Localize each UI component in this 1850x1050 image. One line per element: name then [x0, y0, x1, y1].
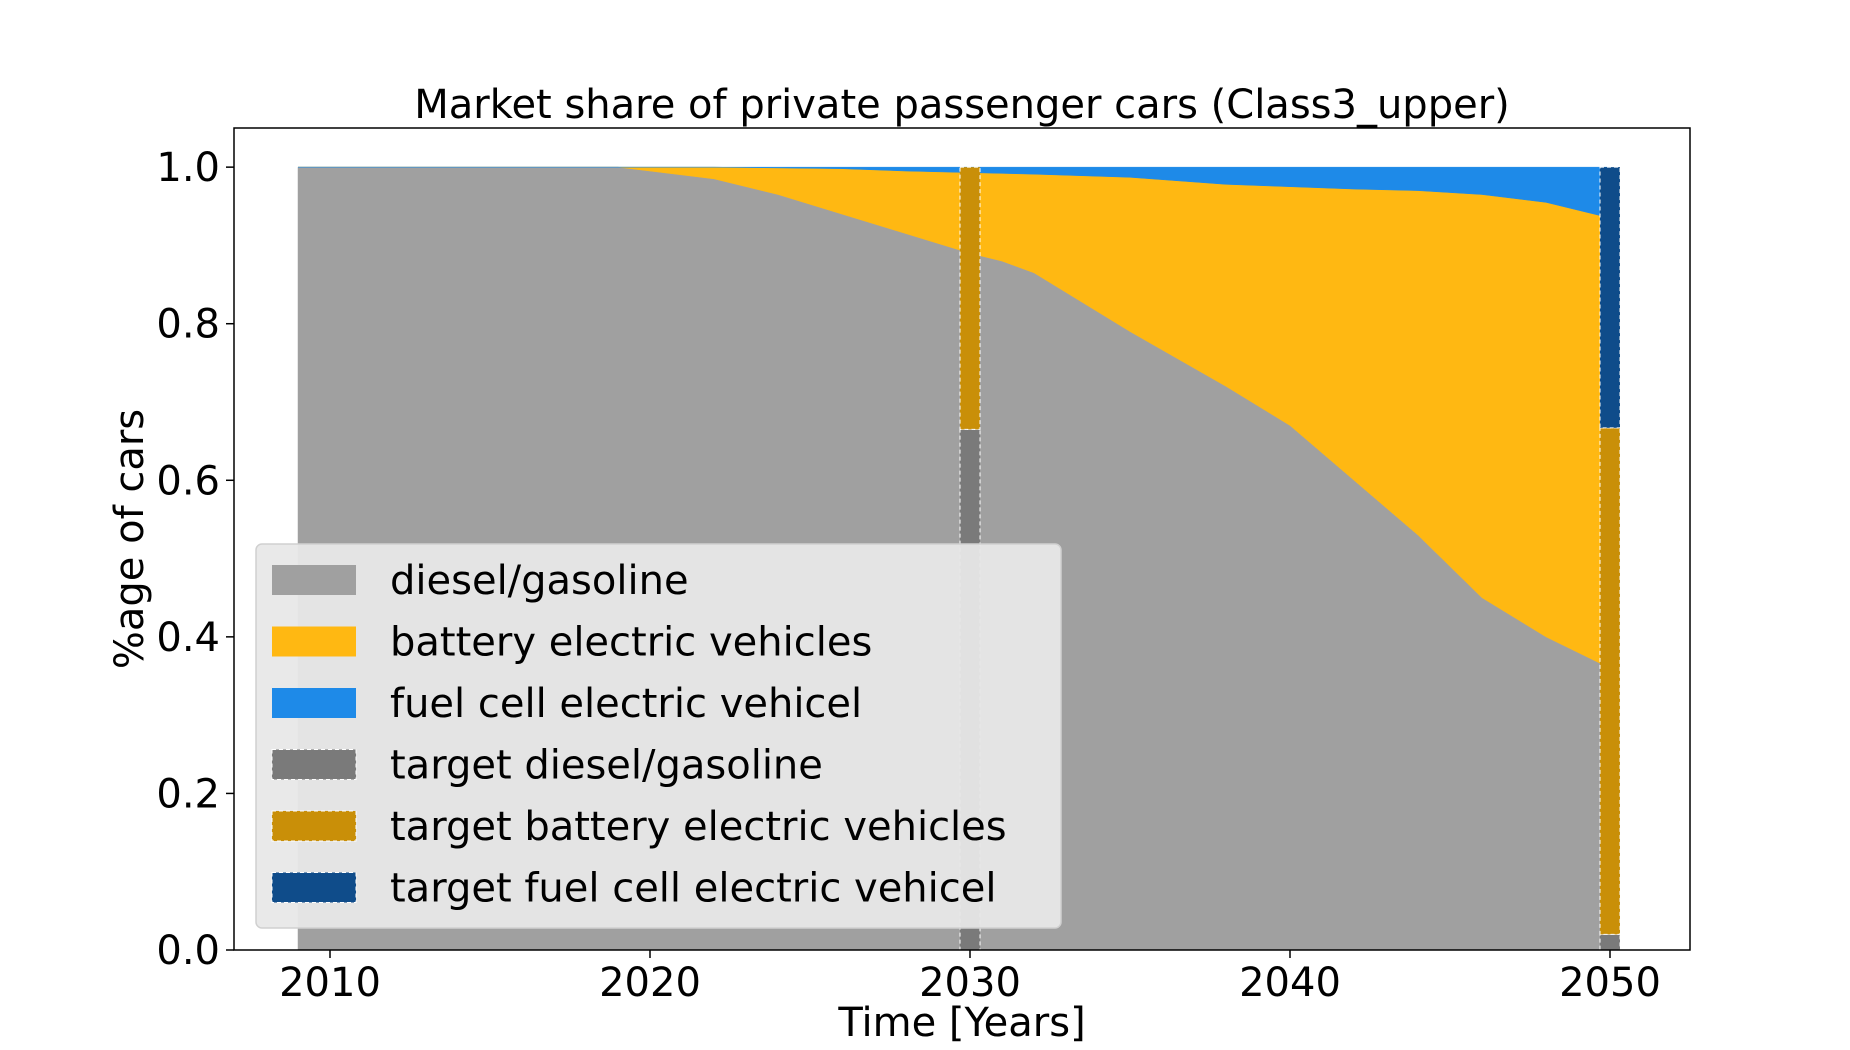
chart-title: Market share of private passenger cars (… — [414, 82, 1510, 128]
y-axis-ticks: 0.0 0.2 0.4 0.6 0.8 1.0 — [156, 145, 234, 974]
legend-label-target-fuel-cell-electric-vehicel: target fuel cell electric vehicel — [390, 866, 996, 912]
target-bar-2050-target-diesel-gasoline — [1599, 933, 1621, 951]
legend-swatch-diesel-gasoline — [272, 565, 356, 595]
x-tick-label: 2020 — [599, 960, 701, 1006]
legend-swatch-battery-electric-vehicles — [272, 626, 356, 657]
y-tick-label: 1.0 — [156, 145, 220, 191]
x-tick-label: 2030 — [919, 960, 1021, 1006]
y-tick-label: 0.4 — [156, 615, 220, 661]
plot-frame — [233, 127, 1691, 951]
target-bar-2050-target-fuel-cell-electric-vehicel — [1599, 166, 1621, 429]
y-tick-label: 0.8 — [156, 302, 220, 348]
x-axis-label: Time [Years] — [837, 1000, 1085, 1046]
target-bar-2050-target-battery-electric-vehicles — [1599, 427, 1621, 935]
legend-swatch-target-battery-electric-vehicles — [271, 810, 357, 842]
x-tick-label: 2050 — [1559, 960, 1661, 1006]
y-axis-label: %age of cars — [107, 409, 153, 669]
legend: diesel/gasoline battery electric vehicles… — [255, 543, 1062, 929]
legend-label-battery-electric-vehicles: battery electric vehicles — [390, 620, 872, 666]
legend-label-target-diesel-gasoline: target diesel/gasoline — [390, 743, 823, 789]
x-tick-label: 2040 — [1239, 960, 1341, 1006]
legend-frame — [255, 543, 1062, 929]
y-tick-label: 0.0 — [156, 928, 220, 974]
y-tick-label: 0.2 — [156, 771, 220, 817]
target-bar-2030-target-battery-electric-vehicles — [959, 166, 981, 430]
y-tick-label: 0.6 — [156, 458, 220, 504]
legend-label-fuel-cell-electric-vehicel: fuel cell electric vehicel — [390, 681, 862, 727]
legend-swatch-target-fuel-cell-electric-vehicel — [271, 872, 357, 903]
legend-swatch-fuel-cell-electric-vehicel — [272, 688, 356, 718]
x-tick-label: 2010 — [279, 960, 381, 1006]
legend-swatch-target-diesel-gasoline — [271, 749, 357, 780]
x-axis-ticks: 2010 2020 2030 2040 2050 — [279, 950, 1661, 1006]
legend-label-diesel-gasoline: diesel/gasoline — [390, 558, 689, 604]
legend-label-target-battery-electric-vehicles: target battery electric vehicles — [390, 804, 1007, 850]
legend-items: diesel/gasoline battery electric vehicles… — [271, 558, 1007, 912]
